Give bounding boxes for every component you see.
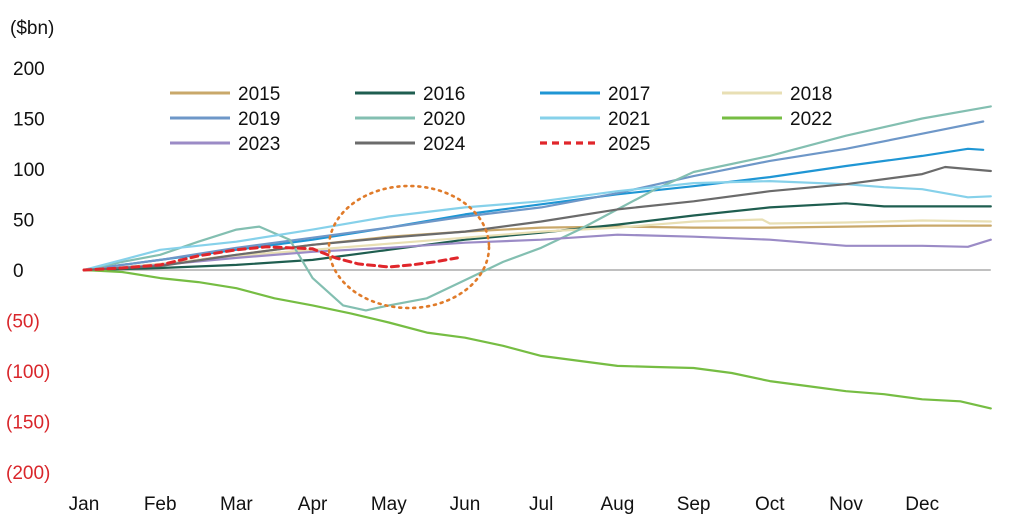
y-tick-label: 50 [13,211,34,232]
x-tick-label: Mar [220,494,253,515]
legend-label-2021: 2021 [608,109,650,130]
legend-label-2022: 2022 [790,109,832,130]
y-tick-label: (150) [6,413,50,434]
x-tick-label: Sep [677,494,711,515]
legend: 2015 2016 2017 2018 2019 2020 2021 2022 2023 2024… [170,84,832,155]
series-line-2020 [82,105,992,312]
legend-label-2015: 2015 [238,84,280,105]
legend-label-2025: 2025 [608,134,650,155]
y-axis-label: ($bn) [10,18,54,39]
series-line-2025 [82,245,459,272]
y-tick-label: (100) [6,362,50,383]
x-tick-label: Aug [600,494,634,515]
x-tick-label: Dec [905,494,939,515]
legend-label-2024: 2024 [423,134,466,155]
legend-label-2018: 2018 [790,84,832,105]
x-tick-label: Feb [144,494,177,515]
legend-label-2023: 2023 [238,134,280,155]
y-tick-label: 0 [13,261,24,282]
x-tick-label: Jun [450,494,481,515]
y-tick-label: 200 [13,59,45,80]
x-tick-label: Oct [755,494,785,515]
legend-label-2016: 2016 [423,84,465,105]
y-tick-label: 100 [13,160,45,181]
legend-label-2020: 2020 [423,109,465,130]
legend-label-2017: 2017 [608,84,650,105]
series-line-2022 [82,268,992,410]
x-tick-label: Apr [298,494,328,515]
y-tick-label: 150 [13,110,45,131]
x-axis-ticks: Jan Feb Mar Apr May Jun Jul Aug Sep Oct Nov Dec [69,494,939,515]
series-line-2023 [82,233,992,272]
x-tick-label: Nov [829,494,863,515]
series-line-2019 [82,120,985,272]
x-tick-label: May [371,494,407,515]
legend-label-2019: 2019 [238,109,280,130]
y-tick-label: (200) [6,463,50,484]
x-tick-label: Jan [69,494,100,515]
series-line-2021 [82,180,992,272]
series-lines [82,105,992,410]
y-tick-label: (50) [6,312,40,333]
highlight-circle [327,184,491,310]
series-line-2024 [82,165,992,272]
x-tick-label: Jul [529,494,553,515]
y-axis-ticks: 200 150 100 50 0 (50) (100) (150) (200) [6,59,50,484]
